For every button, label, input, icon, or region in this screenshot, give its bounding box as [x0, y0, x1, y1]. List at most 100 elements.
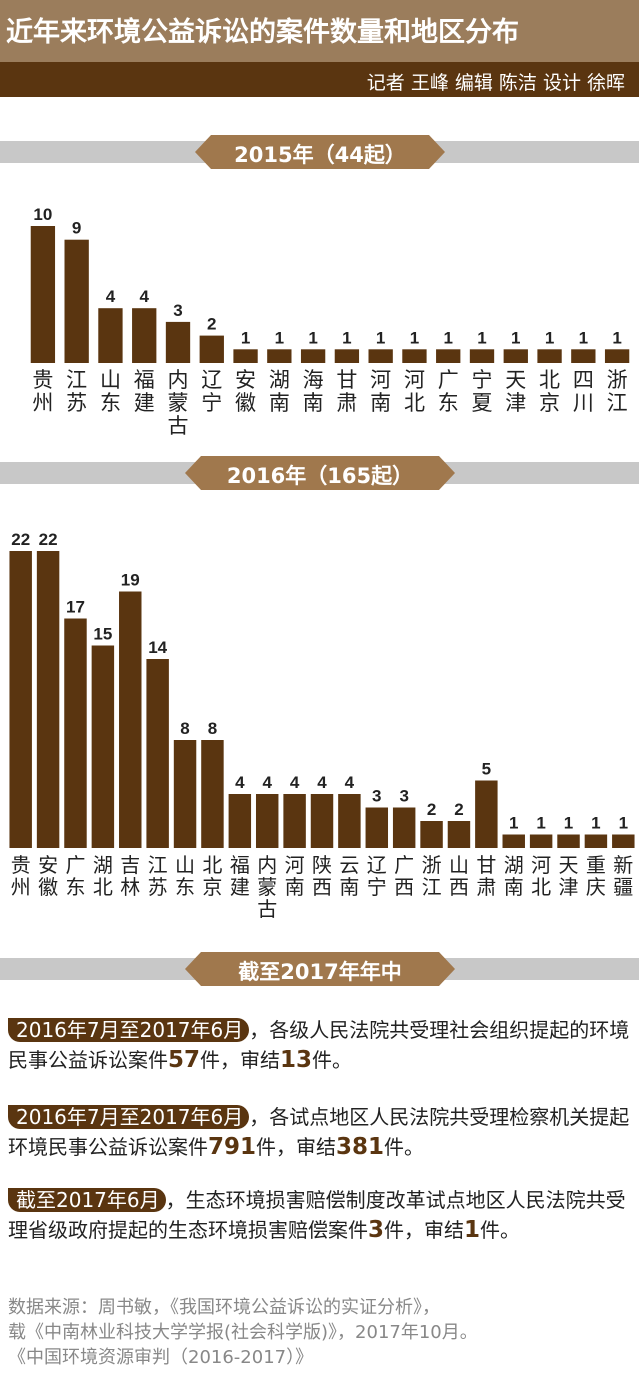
- data-label: 1: [443, 328, 452, 347]
- note-text: ，各级人民法院共受理社会组织提起的环境民事公益诉讼案件: [8, 1018, 630, 1072]
- bar-福建: [228, 794, 252, 848]
- note-text: 件，审结: [256, 1135, 337, 1159]
- bar-广东: [64, 618, 87, 848]
- data-label: 1: [619, 814, 628, 833]
- bar-浙江: [604, 349, 630, 363]
- data-label: 4: [317, 773, 327, 792]
- note-number: 381: [336, 1134, 385, 1160]
- section-label-box: 2016年（165起）: [185, 456, 455, 490]
- note-text: 件。: [312, 1048, 353, 1072]
- chart-2016: 22贵州22安徽17广东15湖北19吉林14江苏8山东8北京4福建4内蒙古4河南…: [9, 530, 635, 921]
- data-label: 8: [208, 719, 217, 738]
- category-label: 天津: [505, 368, 526, 415]
- section-2017: 截至2017年年中: [0, 958, 639, 980]
- bar-陕西: [310, 794, 334, 848]
- category-label: 北京: [202, 853, 222, 899]
- data-label: 9: [72, 219, 81, 238]
- data-label: 2: [427, 800, 436, 819]
- category-label: 江苏: [66, 368, 87, 415]
- bar-安徽: [36, 551, 60, 848]
- bar-甘肃: [334, 349, 360, 363]
- category-label: 山东: [100, 368, 121, 415]
- bar-辽宁: [365, 807, 389, 848]
- note-number: 1: [464, 1217, 481, 1243]
- category-label: 甘肃: [336, 368, 357, 415]
- data-label: 4: [262, 773, 272, 792]
- category-label: 浙江: [607, 368, 628, 415]
- bar-贵州: [30, 226, 56, 363]
- category-label: 福建: [230, 853, 250, 899]
- data-label: 4: [106, 287, 116, 306]
- data-label: 14: [148, 638, 167, 657]
- section-label-box: 2015年（44起）: [195, 135, 445, 169]
- note-2: 2016年7月至2017年6月 ，各试点地区人民法院共受理检察机关提起环境民事公益…: [8, 1102, 632, 1162]
- bar-四川: [571, 349, 596, 363]
- section-2015: 2015年（44起）: [0, 141, 639, 163]
- note-number: 3: [368, 1217, 385, 1243]
- category-label: 河北: [531, 853, 551, 899]
- bar-北京: [537, 349, 562, 363]
- bar-内蒙古: [255, 794, 279, 848]
- category-label: 海南: [303, 368, 324, 415]
- source-line: 数据来源：周书敏，《我国环境公益诉讼的实证分析》，: [8, 1297, 440, 1318]
- data-label: 1: [275, 328, 284, 347]
- note-number: 791: [208, 1134, 257, 1160]
- category-label: 陕西: [312, 853, 332, 899]
- category-label: 江苏: [148, 853, 168, 899]
- data-label: 17: [66, 598, 85, 617]
- data-label: 22: [11, 530, 30, 549]
- section-title-2016: 2016年（165起）: [226, 464, 414, 488]
- source-line: 载《中南林业科技大学学报(社会科学版)》，2017年10月。: [8, 1322, 478, 1343]
- bar-吉林: [119, 591, 142, 848]
- data-label: 1: [612, 328, 621, 347]
- category-label: 北京: [539, 368, 560, 415]
- bar-河南: [283, 794, 306, 848]
- data-label: 10: [33, 205, 52, 224]
- category-label: 新疆: [613, 853, 633, 899]
- note-text: 件，审结: [384, 1218, 465, 1242]
- bar-天津: [503, 349, 528, 363]
- data-label: 15: [93, 625, 112, 644]
- category-label: 河南: [370, 368, 391, 415]
- data-label: 1: [545, 328, 554, 347]
- note-1: 2016年7月至2017年6月 ，各级人民法院共受理社会组织提起的环境民事公益诉讼…: [8, 1015, 632, 1075]
- bar-辽宁: [199, 335, 224, 363]
- bar-宁夏: [469, 349, 495, 363]
- note-text: 件。: [480, 1218, 521, 1242]
- category-label: 山西: [449, 853, 469, 899]
- bar-重庆: [584, 834, 608, 848]
- data-label: 3: [173, 301, 182, 320]
- category-label: 广东: [438, 368, 459, 415]
- category-label: 辽宁: [201, 368, 222, 415]
- data-label: 1: [342, 328, 351, 347]
- bar-河南: [368, 349, 393, 363]
- bar-新疆: [612, 834, 635, 848]
- category-label: 天津: [559, 853, 579, 899]
- note-text: 件。: [384, 1135, 425, 1159]
- data-label: 1: [376, 328, 385, 347]
- bar-海南: [300, 349, 326, 363]
- section-title-2015: 2015年（44起）: [234, 143, 406, 167]
- bar-湖南: [502, 834, 525, 848]
- category-label: 安徽: [38, 853, 58, 899]
- bar-甘肃: [475, 780, 498, 848]
- data-label: 4: [345, 773, 355, 792]
- data-label: 1: [410, 328, 419, 347]
- data-label: 1: [591, 814, 600, 833]
- category-label: 广东: [65, 853, 85, 899]
- source-line: 《中国环境资源审判（2016-2017）》: [8, 1347, 314, 1368]
- category-label: 浙江: [422, 853, 442, 899]
- note-number: 13: [280, 1047, 313, 1073]
- data-label: 1: [477, 328, 486, 347]
- category-label: 甘肃: [476, 853, 496, 899]
- chart-2015: 10 贵州 9 江苏 4 山东 4 福建 3 内蒙古 2 辽宁 1 安徽 1 湖南 1 海南 1 甘肃 1 河南 1 河北 1 广…: [30, 205, 630, 438]
- bar-江苏: [146, 659, 169, 848]
- data-label: 1: [579, 328, 588, 347]
- bar-河北: [529, 834, 553, 848]
- data-label: 1: [241, 328, 250, 347]
- bar-天津: [557, 834, 580, 848]
- bar-山西: [447, 821, 471, 848]
- data-label: 19: [121, 571, 140, 590]
- data-label: 3: [399, 787, 408, 806]
- category-label: 湖南: [504, 853, 524, 899]
